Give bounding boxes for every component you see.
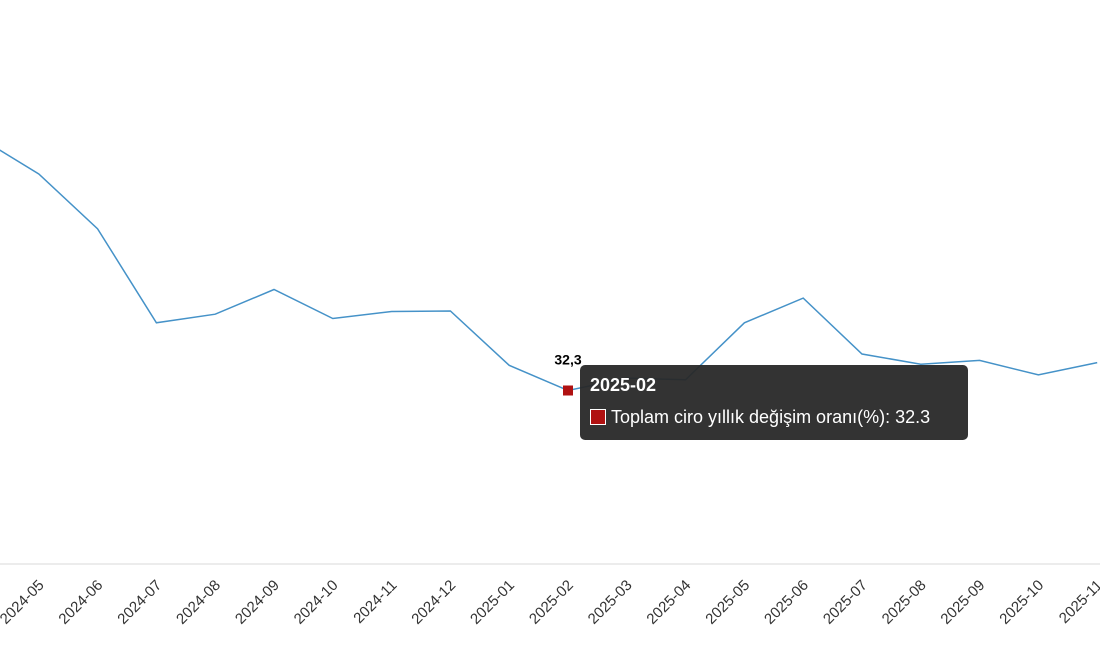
tooltip-title: 2025-02 [590, 375, 657, 395]
x-tick-label-2025-02: 2025-02 [526, 577, 577, 628]
x-tick-label-2024-05: 2024-05 [0, 577, 48, 628]
data-point-2024-09 [272, 288, 276, 292]
data-point-2025-07 [860, 352, 864, 356]
x-tick-label-2024-09: 2024-09 [232, 577, 283, 628]
data-point-2025-06 [801, 296, 805, 300]
highlighted-point-label: 32,3 [554, 352, 581, 368]
data-point-2024-10 [331, 317, 335, 321]
x-tick-label-2024-08: 2024-08 [173, 577, 224, 628]
chart-tooltip: 2025-02 Toplam ciro yıllık değişim oranı… [580, 365, 968, 440]
x-tick-label-2025-03: 2025-03 [585, 577, 636, 628]
x-tick-label-2025-01: 2025-01 [467, 577, 518, 628]
x-tick-label-2024-11: 2024-11 [350, 577, 400, 627]
x-tick-label-2025-10: 2025-10 [996, 577, 1047, 628]
x-tick-label-2025-06: 2025-06 [761, 577, 812, 628]
x-tick-label-2024-10: 2024-10 [291, 577, 342, 628]
data-point-2025-10 [1036, 373, 1040, 377]
tooltip-series-swatch [590, 409, 606, 425]
x-tick-label-2025-09: 2025-09 [937, 577, 988, 628]
x-tick-label-2024-06: 2024-06 [55, 577, 106, 628]
x-tick-label-2025-05: 2025-05 [702, 577, 753, 628]
data-point-2025-11 [1095, 361, 1099, 365]
x-tick-label-2025-11: 2025-11 [1056, 577, 1100, 627]
x-tick-label-2024-07: 2024-07 [114, 577, 165, 628]
highlighted-point-marker [563, 385, 573, 396]
x-tick-label-2025-08: 2025-08 [879, 577, 930, 628]
data-point-2024-07 [154, 321, 158, 325]
data-point-2024-06 [96, 227, 100, 231]
data-point-2025-01 [507, 363, 511, 367]
data-point-2024-11 [390, 310, 394, 314]
x-tick-label-2025-04: 2025-04 [643, 577, 694, 628]
data-point-2025-09 [978, 358, 982, 362]
data-point-2024-12 [448, 309, 452, 313]
tooltip-row: Toplam ciro yıllık değişim oranı(%): 32.… [590, 407, 958, 427]
data-point-2024-08 [213, 312, 217, 316]
data-point-2024-05 [37, 172, 41, 176]
data-point-2025-05 [742, 321, 746, 325]
tooltip-row-text: Toplam ciro yıllık değişim oranı(%): 32.… [611, 407, 931, 427]
x-tick-label-2025-07: 2025-07 [820, 577, 871, 628]
x-tick-label-2024-12: 2024-12 [408, 577, 459, 628]
series-line [0, 149, 1098, 392]
